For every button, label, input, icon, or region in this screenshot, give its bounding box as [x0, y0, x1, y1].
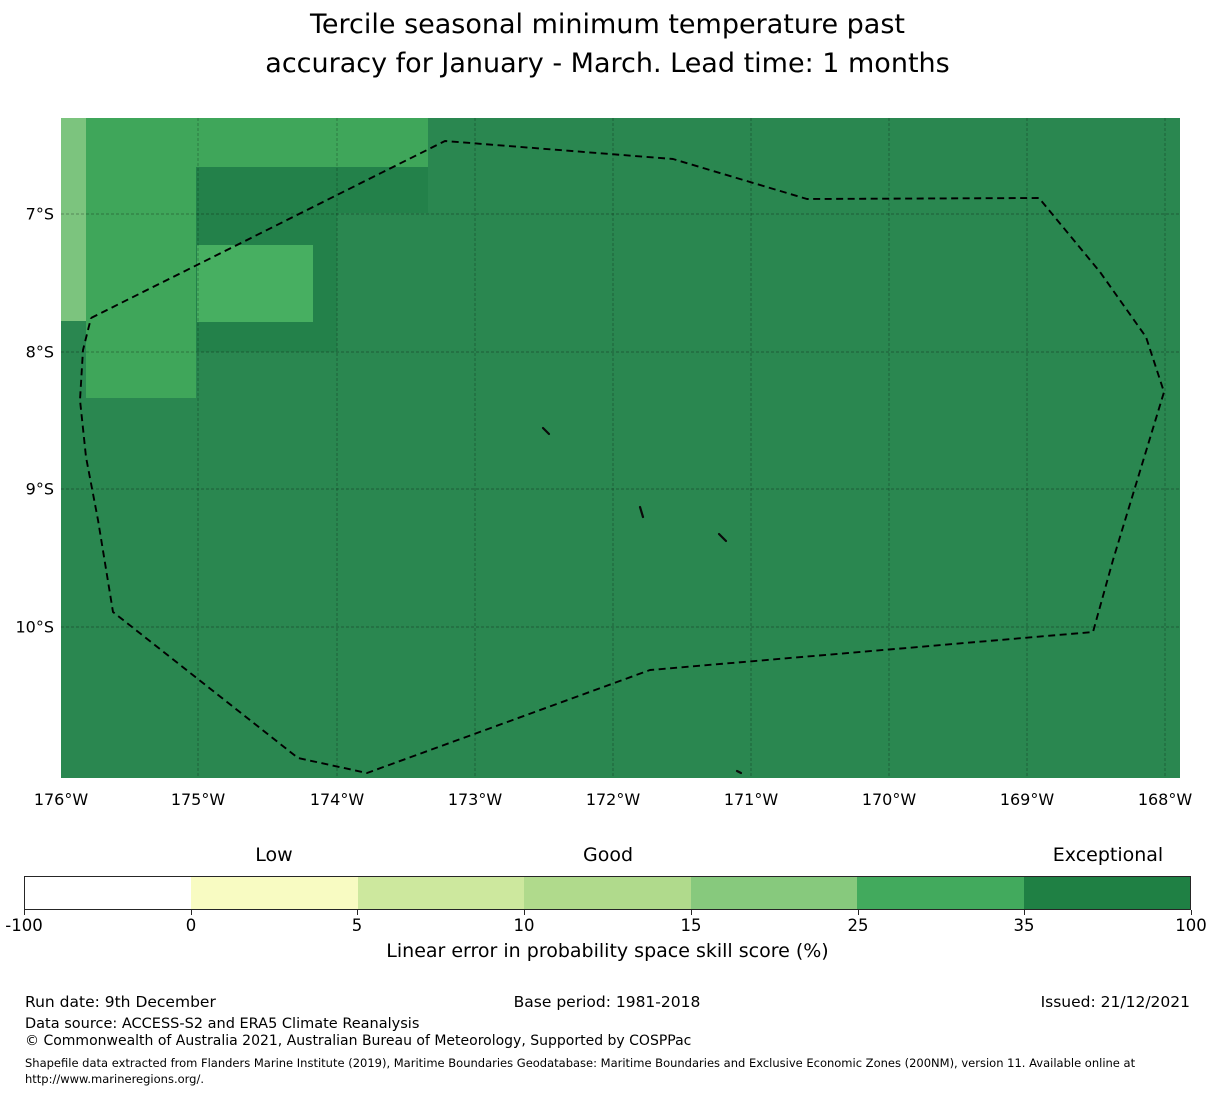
lon-tick-label: 171°W [723, 790, 779, 809]
island-mark [717, 532, 728, 543]
cell-skill-35-100-dark-a [196, 167, 428, 213]
colorbar-tick-mark [524, 910, 525, 915]
eez-dashed-boundary [79, 140, 1165, 774]
issued-date-text: Issued: 21/12/2021 [1040, 993, 1190, 1011]
island-mark [541, 426, 551, 436]
colorbar-tick-mark [357, 910, 358, 915]
colorbar-tick-label: 25 [847, 916, 869, 935]
colorbar-tick-label: 5 [351, 916, 363, 935]
lon-tick-label: 174°W [309, 790, 365, 809]
figure-title-line-1: Tercile seasonal minimum temperature pas… [310, 9, 905, 40]
colorbar-tick-mark [858, 910, 859, 915]
cell-skill-15-25-west-strip [61, 118, 86, 321]
lon-tick-label: 170°W [861, 790, 917, 809]
colorbar-tick-label: -100 [5, 916, 43, 935]
copyright-text: © Commonwealth of Australia 2021, Austra… [25, 1033, 692, 1049]
colorbar [24, 876, 1191, 910]
colorbar-tick-mark [691, 910, 692, 915]
lat-tick-label: 8°S [25, 342, 54, 362]
colorbar-tick-mark [191, 910, 192, 915]
base-period-text: Base period: 1981-2018 [513, 993, 701, 1011]
cell-skill-25-35-top-row [196, 118, 428, 167]
colorbar-tick-label: 10 [513, 916, 535, 935]
colorbar-axis-label: Linear error in probability space skill … [386, 940, 829, 962]
colorbar-category-exceptional: Exceptional [1052, 844, 1164, 866]
colorbar-category-low: Low [255, 844, 293, 866]
colorbar-tick-label: 100 [1175, 916, 1207, 935]
colorbar-segment [191, 877, 358, 909]
colorbar-category-good: Good [582, 844, 634, 866]
colorbar-tick-mark [1024, 910, 1025, 915]
colorbar-segment [25, 877, 192, 909]
data-source-text: Data source: ACCESS-S2 and ERA5 Climate … [25, 1016, 420, 1032]
lon-tick-label: 176°W [33, 790, 89, 809]
island-mark [735, 769, 743, 775]
cell-skill-25-35-middle [197, 245, 313, 322]
island-mark [638, 505, 645, 519]
colorbar-segment [357, 877, 525, 909]
shapefile-attribution-line-1: Shapefile data extracted from Flanders M… [25, 1056, 1136, 1070]
colorbar-tick-mark [24, 910, 25, 915]
colorbar-segment [1023, 877, 1190, 909]
lat-tick-label: 10°S [15, 617, 54, 637]
cell-skill-25-35-west-column [86, 118, 196, 398]
lon-tick-label: 173°W [447, 790, 503, 809]
colorbar-segment [690, 877, 858, 909]
colorbar-tick-label: 15 [680, 916, 702, 935]
colorbar-segment [857, 877, 1024, 909]
lat-tick-label: 9°S [25, 479, 54, 499]
map-canvas [61, 118, 1180, 778]
lat-tick-label: 7°S [25, 204, 54, 224]
colorbar-tick-label: 0 [185, 916, 197, 935]
lon-tick-label: 172°W [585, 790, 641, 809]
colorbar-segment [524, 877, 691, 909]
lon-tick-label: 168°W [1137, 790, 1193, 809]
colorbar-tick-mark [1191, 910, 1192, 915]
lon-tick-label: 169°W [999, 790, 1055, 809]
shapefile-attribution-line-2: http://www.marineregions.org/. [25, 1072, 204, 1086]
lon-tick-label: 175°W [170, 790, 226, 809]
colorbar-tick-label: 35 [1013, 916, 1035, 935]
figure-title-line-2: accuracy for January - March. Lead time:… [265, 48, 950, 79]
run-date-text: Run date: 9th December [25, 993, 216, 1011]
